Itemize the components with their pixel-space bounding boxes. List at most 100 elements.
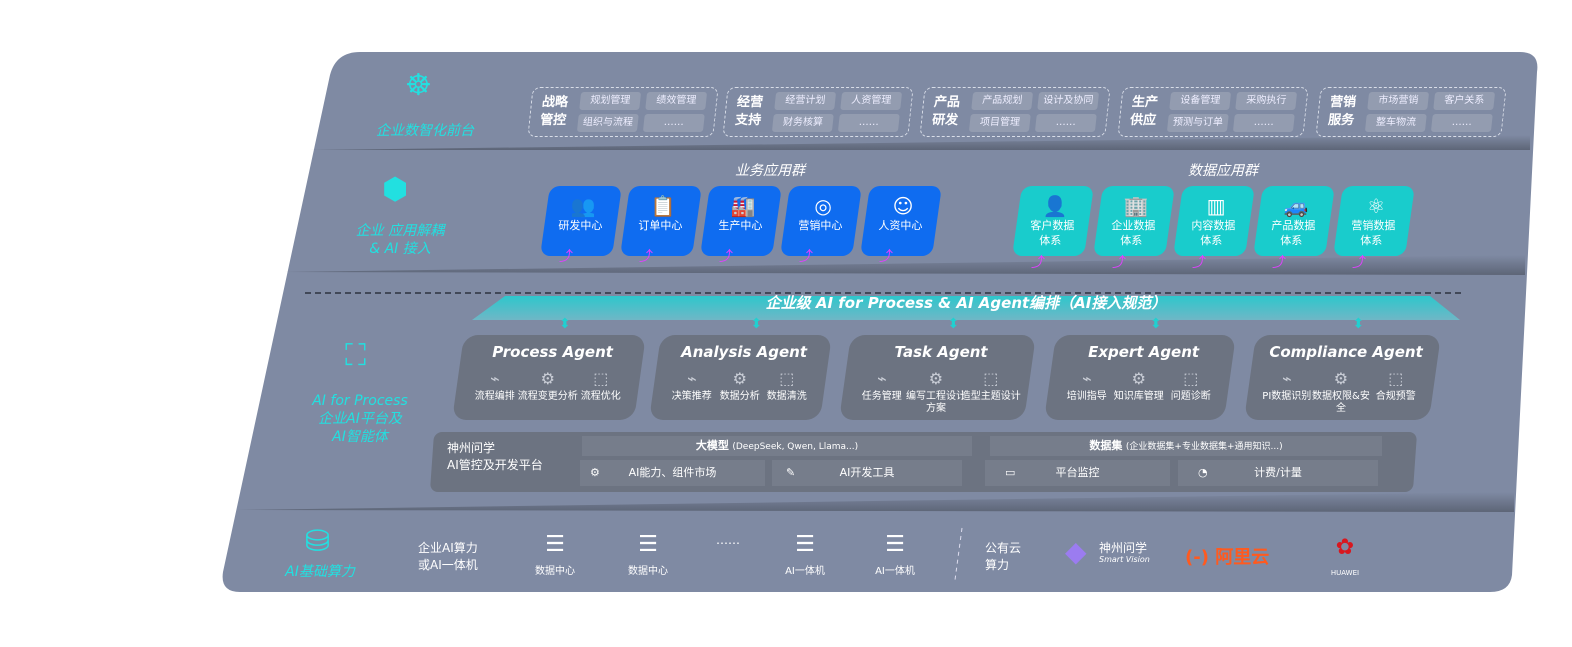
agent-card[interactable]: Compliance Agent ⌁ PI数据识别 ⚙ 数据权限&安全 ⬚ 合规预警 xyxy=(1244,335,1441,420)
agent-capability: ⌁ 任务管理 xyxy=(852,369,912,403)
data-app[interactable]: ▥ 内容数据 体系 xyxy=(1173,186,1255,256)
atom-icon: ⚛ xyxy=(1367,194,1386,218)
aliyun-logo: (-) 阿里云 xyxy=(1185,547,1270,568)
agent-card[interactable]: Expert Agent ⌁ 培训指导 ⚙ 知识库管理 ⬚ 问题诊断 xyxy=(1044,335,1236,420)
connector-arrow: ⬍ xyxy=(947,316,960,332)
capability-chip[interactable]: …… xyxy=(1430,114,1493,132)
orchestration-banner: 企业级 AI for Process & AI Agent编排（AI接入规范） xyxy=(765,294,1167,312)
capability-icon: ⬚ xyxy=(779,369,795,388)
business-app[interactable]: ◎ 营销中心 xyxy=(780,186,862,256)
capability-chip[interactable]: 预测与订单 xyxy=(1166,114,1229,132)
dataset-section: 数据集 (企业数据集+专业数据集+通用知识...) xyxy=(990,436,1382,456)
building-icon: 🏢 xyxy=(1123,194,1149,218)
capability-chip[interactable]: 绩效管理 xyxy=(645,92,708,110)
component-market[interactable]: ⚙ AI能力、组件市场 xyxy=(580,460,765,486)
agent-capability: ⌁ PI数据识别 xyxy=(1257,369,1317,403)
capability-chip[interactable]: 项目管理 xyxy=(968,114,1031,132)
group-title: 营销 服务 xyxy=(1327,95,1357,128)
data-app[interactable]: 🚙 产品数据 体系 xyxy=(1253,186,1335,256)
data-app[interactable]: ⚛ 营销数据 体系 xyxy=(1333,186,1415,256)
capability-chip[interactable]: 客户关系 xyxy=(1433,92,1496,110)
llm-section: 大模型 (DeepSeek, Qwen, Llama...) xyxy=(582,436,972,456)
capability-chip[interactable]: 采购执行 xyxy=(1235,92,1298,110)
capability-chip[interactable]: …… xyxy=(1232,114,1295,132)
billing[interactable]: ◔ 计费/计量 xyxy=(1178,460,1378,486)
banner-shape xyxy=(472,296,1460,320)
server-icon: ☰ xyxy=(795,532,815,557)
layer-label-apps: 企业 应用解耦 & AI 接入 xyxy=(355,223,445,257)
monitor-icon: ▭ xyxy=(1005,466,1016,479)
platform-monitor[interactable]: ▭ 平台监控 xyxy=(985,460,1170,486)
agent-capability: ⌁ 流程编排 xyxy=(465,369,525,403)
onprem-label: 企业AI算力 或AI一体机 xyxy=(418,541,478,572)
car-icon: 🚙 xyxy=(1283,194,1309,218)
users-icon: 👥 xyxy=(570,194,596,218)
agent-capability: ⬚ 流程优化 xyxy=(571,369,631,403)
agent-capability: ⚙ 数据权限&安全 xyxy=(1311,369,1370,414)
connection-arrow: ⤴ xyxy=(1352,255,1366,271)
capability-icon: ⌁ xyxy=(1281,369,1292,388)
capability-chip[interactable]: …… xyxy=(1034,114,1097,132)
front-group: 战略 管控 规划管理 绩效管理 组织与流程…… xyxy=(527,87,719,137)
connection-arrow: ⤴ xyxy=(1112,255,1126,271)
connection-arrow: ⤴ xyxy=(719,249,733,265)
server-data-center-2: ☰ 数据中心 xyxy=(623,532,673,577)
molecule-icon: ⬢ xyxy=(382,172,409,207)
group-title: 经营 支持 xyxy=(734,95,764,128)
capability-chip[interactable]: 设备管理 xyxy=(1169,92,1232,110)
agent-card[interactable]: Process Agent ⌁ 流程编排 ⚙ 流程变更分析 ⬚ 流程优化 xyxy=(452,335,646,420)
diamond-icon: ◆ xyxy=(1065,535,1087,568)
agent-capability: ⬚ 数据清洗 xyxy=(757,369,817,403)
capability-icon: ⚙ xyxy=(928,369,943,388)
agent-card[interactable]: Task Agent ⌁ 任务管理 ⚙ 编写工程设计方案 ⬚ 造型主题设计 xyxy=(839,335,1036,420)
agent-capability: ⚙ 流程变更分析 xyxy=(517,369,578,402)
capability-chip[interactable]: …… xyxy=(837,114,900,132)
capability-chip[interactable]: 规划管理 xyxy=(579,92,642,110)
huawei-petals-icon: ✿ xyxy=(1335,535,1355,560)
server-ai-box-1: ☰ AI一体机 xyxy=(780,532,830,577)
capability-chip[interactable]: 经营计划 xyxy=(774,92,837,110)
business-app[interactable]: 👥 研发中心 xyxy=(540,186,622,256)
capability-chip[interactable]: 财务核算 xyxy=(771,114,834,132)
capability-icon: ⚙ xyxy=(1333,369,1348,388)
layer-label-ai: AI for Process 企业AI平台及 AI智能体 xyxy=(312,393,408,445)
connector-arrow: ⬍ xyxy=(1352,316,1365,332)
dev-tools-icon: ✎ xyxy=(786,466,796,479)
connection-arrow: ⤴ xyxy=(1192,255,1206,271)
capability-chip[interactable]: 市场营销 xyxy=(1367,92,1430,110)
capability-chip[interactable]: 人资管理 xyxy=(840,92,903,110)
agent-card[interactable]: Analysis Agent ⌁ 决策推荐 ⚙ 数据分析 ⬚ 数据清洗 xyxy=(649,335,832,420)
ellipsis: …… xyxy=(716,533,740,547)
server-icon: ☰ xyxy=(885,532,905,557)
capability-chip[interactable]: 产品规划 xyxy=(971,92,1034,110)
data-app[interactable]: 👤 客户数据 体系 xyxy=(1012,186,1094,256)
data-app[interactable]: 🏢 企业数据 体系 xyxy=(1093,186,1175,256)
capability-chip[interactable]: 整车物流 xyxy=(1364,114,1427,132)
capability-icon: ⬚ xyxy=(593,369,609,388)
server-data-center-1: ☰ 数据中心 xyxy=(530,532,580,577)
connector-arrow: ⬍ xyxy=(1150,316,1162,332)
capability-icon: ⌁ xyxy=(876,369,887,388)
server-icon: ☰ xyxy=(545,532,565,557)
connection-arrow: ⤴ xyxy=(639,249,653,265)
dev-tools[interactable]: ✎ AI开发工具 xyxy=(772,460,962,486)
target-icon: ◎ xyxy=(814,194,832,218)
person-icon: ☺ xyxy=(892,194,914,218)
capability-icon: ⬚ xyxy=(983,369,999,388)
business-app[interactable]: ☺ 人资中心 xyxy=(860,186,942,256)
capability-icon: ⌁ xyxy=(489,369,500,388)
capability-chip[interactable]: 设计及协同 xyxy=(1037,92,1100,110)
group-title: 战略 管控 xyxy=(539,95,569,128)
capability-chip[interactable]: 组织与流程 xyxy=(576,114,639,132)
server-ai-box-2: ☰ AI一体机 xyxy=(870,532,920,577)
capability-chip[interactable]: …… xyxy=(642,114,705,132)
capability-icon: ⬚ xyxy=(1388,369,1404,388)
business-app[interactable]: 📋 订单中心 xyxy=(620,186,702,256)
capability-icon: ⚙ xyxy=(1131,369,1146,388)
business-app[interactable]: 🏭 生产中心 xyxy=(700,186,782,256)
capability-icon: ⬚ xyxy=(1183,369,1199,388)
connector-arrow: ⬍ xyxy=(559,316,571,332)
group-title: 产品 研发 xyxy=(931,95,961,128)
public-cloud-label: 公有云 算力 xyxy=(985,541,1022,572)
user-icon: 👤 xyxy=(1042,194,1068,218)
